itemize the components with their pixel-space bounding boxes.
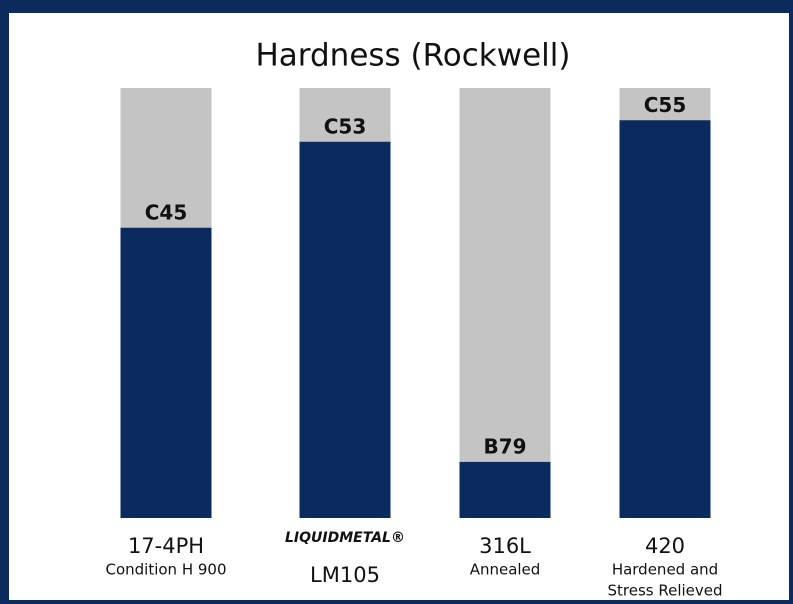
brand-logo: LIQUIDMETAL® <box>285 530 405 546</box>
category-label: 17-4PH <box>128 534 204 558</box>
category-label: LM105 <box>310 563 380 587</box>
category-note: Condition H 900 <box>105 561 226 579</box>
category-label: 420 <box>645 534 685 558</box>
chart-title: Hardness (Rockwell) <box>255 38 570 74</box>
category-label: 316L <box>479 534 531 558</box>
bar <box>299 141 391 518</box>
bar-background <box>459 88 551 518</box>
category-note: Annealed <box>470 561 541 579</box>
value-label: C53 <box>324 114 367 138</box>
value-label: C55 <box>644 93 687 117</box>
value-label: C45 <box>145 200 188 224</box>
category-note: Hardened and <box>612 561 718 579</box>
bar <box>459 461 551 518</box>
bar <box>619 120 711 518</box>
value-label: B79 <box>483 434 526 458</box>
category-note: Stress Relieved <box>607 582 722 600</box>
bar <box>120 227 212 518</box>
